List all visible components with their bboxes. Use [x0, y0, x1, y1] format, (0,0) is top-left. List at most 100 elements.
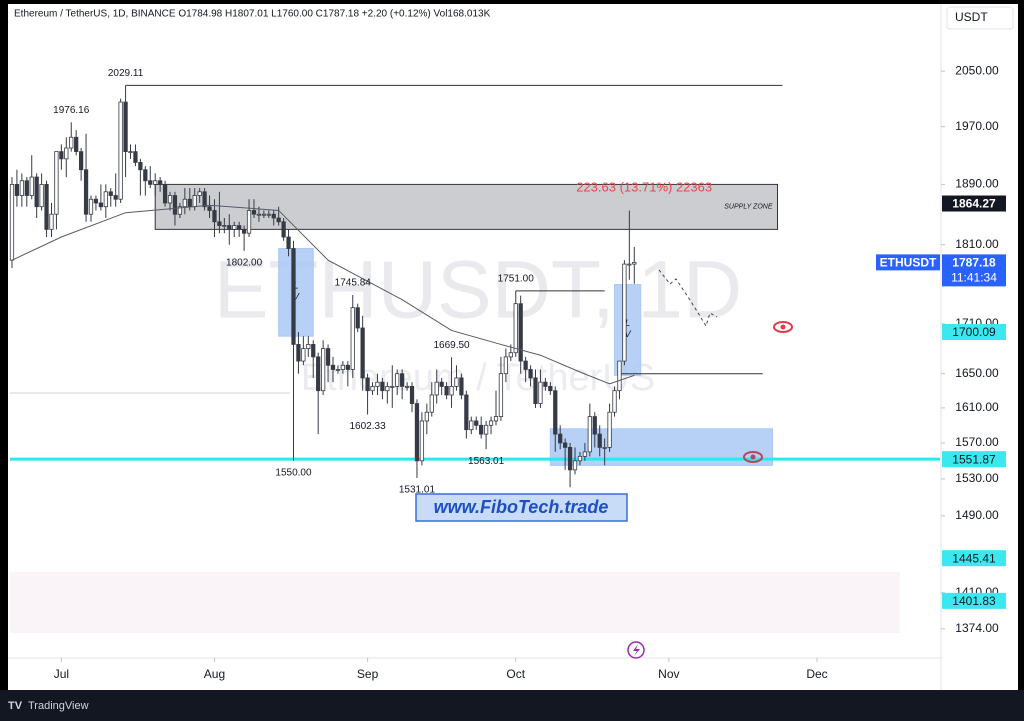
candle-body [380, 381, 385, 392]
y-tick-label: 1810.00 [955, 237, 999, 251]
candle-body [123, 101, 128, 153]
candle-body [306, 344, 311, 349]
footer-logo: TV [8, 700, 23, 712]
price-badge [942, 451, 1006, 468]
candle-body [232, 225, 237, 230]
candle-body [291, 248, 296, 345]
candle-body [34, 176, 39, 208]
candle-body [266, 213, 271, 216]
countdown-label: 11:41:34 [951, 271, 997, 285]
candle-body [612, 390, 617, 413]
candle-body [162, 184, 168, 204]
candle-body [558, 433, 563, 444]
candle-body [567, 447, 573, 471]
candle-body [632, 261, 637, 265]
candle-body [286, 236, 291, 249]
projection-arrow [658, 269, 718, 328]
price-badge [942, 324, 1006, 341]
brand-text: www.FiboTech.trade [434, 497, 609, 517]
price-badge-label: 1551.87 [952, 452, 996, 466]
brand-background [415, 493, 628, 522]
candle-body [488, 420, 494, 426]
candle-body [276, 217, 281, 223]
candle-body [320, 348, 326, 392]
candle-body [9, 184, 15, 261]
candle-body [69, 136, 74, 149]
candle-body [444, 386, 449, 396]
eye-icon [743, 451, 763, 463]
candle-body [483, 424, 489, 435]
candle-body [98, 202, 104, 208]
last-price-label: 1787.18 [952, 256, 996, 270]
currency-button[interactable] [946, 6, 1014, 30]
candle-body [543, 381, 548, 387]
candle-body [64, 147, 69, 160]
candle-body [434, 381, 439, 396]
candle-body [474, 420, 479, 426]
candle-body [227, 225, 232, 230]
y-tick-label: 1490.00 [955, 508, 999, 522]
candle-body [261, 213, 266, 216]
candle-body [518, 303, 523, 362]
footer-bar [0, 690, 1024, 721]
candle-body [528, 369, 533, 379]
symbol-badge [876, 254, 940, 271]
candle-body [207, 206, 212, 211]
candle-body [158, 180, 163, 185]
zone-label: SUPPLY ZONE [724, 204, 773, 211]
candle-body [118, 101, 123, 200]
candle-body [617, 360, 622, 392]
highlight-region [10, 572, 900, 633]
eye-icon [773, 321, 793, 333]
candle-body [217, 221, 222, 226]
candle-body [523, 360, 528, 370]
measure-label: 223.63 (13.71%) 22363 [576, 180, 712, 195]
footer-brand: TradingView [28, 700, 89, 712]
x-tick-label: Jul [54, 667, 69, 681]
candle-body [108, 191, 113, 196]
x-tick-label: Sep [357, 667, 379, 681]
last-price-badge [942, 254, 1006, 287]
candle-body [143, 169, 148, 182]
candle-body [29, 176, 34, 196]
candle-body [54, 151, 59, 215]
lightning-icon[interactable] [627, 641, 645, 659]
price-annotation: 1669.50 [433, 340, 470, 351]
candle-body [503, 356, 508, 375]
y-tick-label: 1610.00 [955, 400, 999, 414]
candle-body [459, 377, 464, 396]
candle-body [103, 191, 108, 208]
candle-body [113, 195, 118, 200]
candle-body [370, 386, 375, 392]
x-tick-label: Oct [506, 667, 525, 681]
candle-body [83, 169, 89, 215]
candle-body [172, 195, 178, 215]
candle-body [241, 228, 247, 234]
candle-body [513, 303, 518, 354]
y-tick-label: 1890.00 [955, 177, 999, 191]
candle-body [93, 198, 99, 204]
candle-body [508, 352, 513, 358]
candle-body [187, 198, 192, 208]
y-tick-label: 2050.00 [955, 63, 999, 77]
candle-body [553, 390, 558, 435]
x-tick-label: Dec [806, 667, 827, 681]
candle-body [479, 424, 484, 435]
price-annotation: 1751.00 [498, 274, 535, 285]
price-badge-label: 1700.09 [952, 325, 996, 339]
price-badge-label: 1445.41 [952, 551, 996, 565]
candle-body [429, 394, 434, 413]
candle-body [19, 180, 24, 196]
candle-body [493, 416, 499, 422]
y-tick-label: 1650.00 [955, 366, 999, 380]
candle-body [469, 420, 474, 431]
brand-box: www.FiboTech.trade [415, 493, 628, 522]
currency[interactable]: USDT [955, 10, 988, 24]
price-badge [942, 550, 1006, 567]
candle-body [592, 416, 597, 435]
price-badge [942, 592, 1006, 609]
candle-body [271, 213, 276, 219]
candle-body [148, 180, 153, 185]
